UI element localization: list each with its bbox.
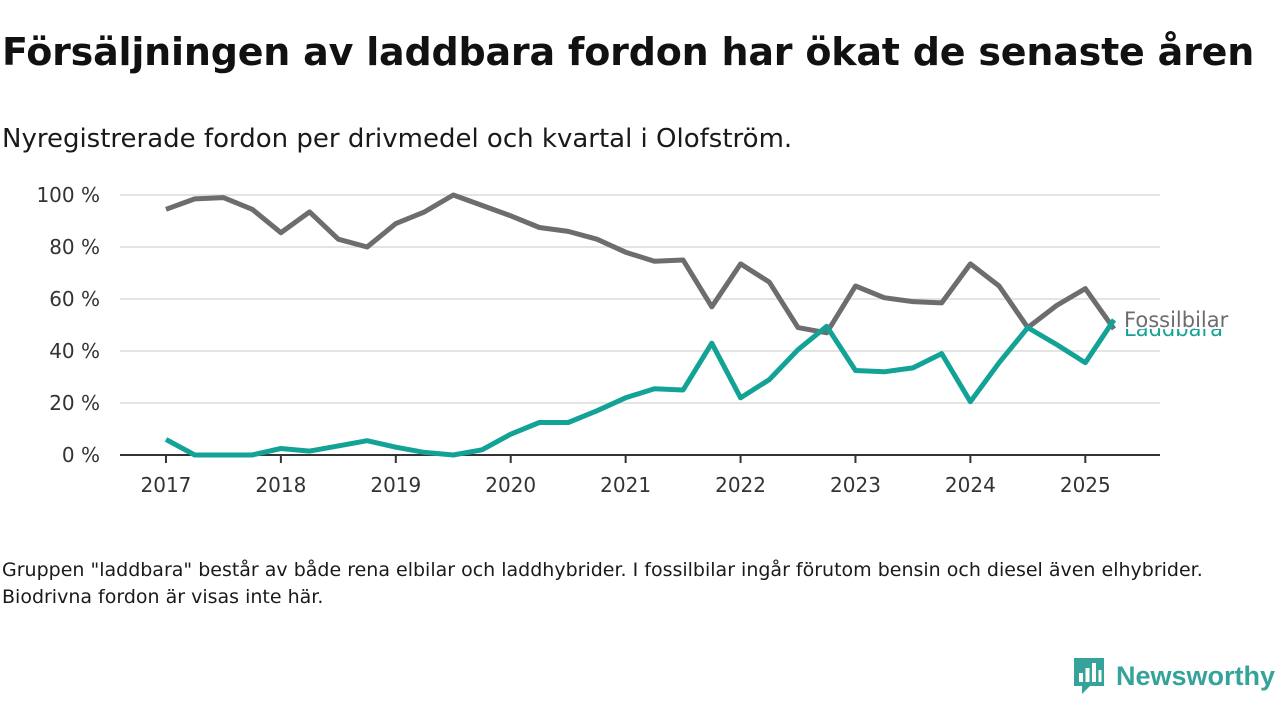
newsworthy-logo-icon bbox=[1074, 658, 1104, 694]
footnote: Gruppen "laddbara" består av både rena e… bbox=[2, 559, 1203, 608]
series-line-fossilbilar bbox=[165, 192, 1117, 336]
line-chart: 0 % 20 % 40 % 60 % 80 % 100 % 2017 2018 2019 202… bbox=[36, 183, 1231, 497]
y-tick-label: 0 % bbox=[62, 443, 100, 467]
x-tick-label: 2021 bbox=[600, 473, 651, 497]
x-tick-label: 2018 bbox=[255, 473, 306, 497]
grid-lines bbox=[120, 194, 1160, 404]
chart-subtitle: Nyregistrerade fordon per drivmedel och … bbox=[2, 124, 793, 154]
series-lines bbox=[164, 192, 1117, 458]
x-tick-label: 2020 bbox=[485, 473, 536, 497]
x-tick-label: 2025 bbox=[1060, 473, 1111, 497]
x-tick-label: 2019 bbox=[370, 473, 421, 497]
y-tick-label: 100 % bbox=[36, 183, 100, 207]
series-line-laddbara bbox=[164, 318, 1117, 458]
series-label-fossilbilar: Fossilbilar bbox=[1124, 308, 1229, 332]
brand-name: Newsworthy bbox=[1116, 660, 1276, 691]
x-tick-label: 2017 bbox=[141, 473, 192, 497]
y-tick-label: 80 % bbox=[49, 235, 100, 259]
x-axis: 2017 2018 2019 2020 2021 2022 2023 2024 2025 bbox=[120, 454, 1160, 497]
x-tick-label: 2023 bbox=[830, 473, 881, 497]
chart-title: Försäljningen av laddbara fordon har öka… bbox=[2, 30, 1255, 74]
x-tick-label: 2022 bbox=[715, 473, 766, 497]
y-axis: 0 % 20 % 40 % 60 % 80 % 100 % bbox=[36, 183, 100, 467]
x-tick-label: 2024 bbox=[945, 473, 996, 497]
y-tick-label: 20 % bbox=[49, 391, 100, 415]
y-tick-label: 40 % bbox=[49, 339, 100, 363]
series-label-laddbara: Laddbara bbox=[1124, 317, 1223, 341]
brand-logo: Newsworthy bbox=[1072, 656, 1275, 696]
y-tick-label: 60 % bbox=[49, 287, 100, 311]
